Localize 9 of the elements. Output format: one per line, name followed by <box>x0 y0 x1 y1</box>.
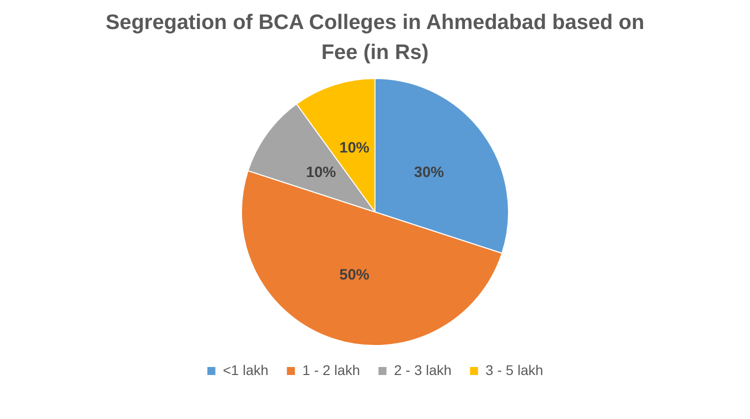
data-label: 10% <box>339 140 370 157</box>
chart-title: Segregation of BCA Colleges in Ahmedabad based on Fee (in Rs) <box>104 10 646 66</box>
legend-label: 3 - 5 lakh <box>486 362 544 378</box>
legend-label: 1 - 2 lakh <box>302 362 360 378</box>
data-label: 30% <box>414 164 444 181</box>
data-label: 50% <box>339 266 370 284</box>
data-label: 10% <box>306 164 336 181</box>
legend-label: <1 lakh <box>222 362 268 378</box>
legend-label: 2 - 3 lakh <box>394 362 452 378</box>
